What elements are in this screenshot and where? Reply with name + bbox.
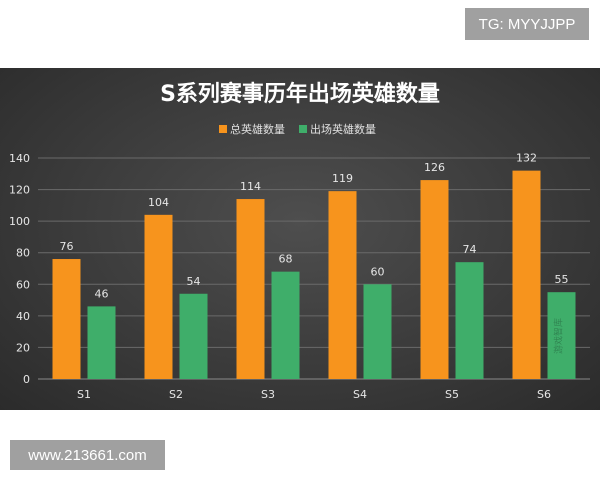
bar-played-s4 xyxy=(363,284,392,379)
bar-played-s2 xyxy=(179,293,208,379)
bar-watermark-stamp: 游戏智库 xyxy=(553,318,565,354)
data-label-played-s2: 54 xyxy=(187,275,201,288)
y-tick-label-140: 140 xyxy=(9,152,30,165)
legend-swatch-1 xyxy=(219,125,227,133)
watermark-bottom: www.213661.com xyxy=(10,440,165,470)
data-label-played-s3: 68 xyxy=(279,253,293,266)
y-tick-label-80: 80 xyxy=(16,247,30,260)
legend-label-2: 出场英雄数量 xyxy=(310,122,376,136)
x-tick-label-s4: S4 xyxy=(353,388,367,401)
y-tick-label-120: 120 xyxy=(9,184,30,197)
watermark-top: TG: MYYJJPP xyxy=(465,8,589,40)
data-label-total-s6: 132 xyxy=(516,152,537,165)
bar-total-s3 xyxy=(236,199,265,379)
data-label-total-s2: 104 xyxy=(148,196,169,209)
legend-swatch-2 xyxy=(299,125,307,133)
data-label-total-s5: 126 xyxy=(424,161,445,174)
y-tick-label-0: 0 xyxy=(23,373,30,386)
bar-total-s1 xyxy=(52,259,81,379)
x-tick-label-s3: S3 xyxy=(261,388,275,401)
x-tick-label-s1: S1 xyxy=(77,388,91,401)
data-label-played-s5: 74 xyxy=(463,243,477,256)
data-label-total-s4: 119 xyxy=(332,172,353,185)
x-tick-label-s2: S2 xyxy=(169,388,183,401)
y-tick-label-60: 60 xyxy=(16,278,30,291)
bar-played-s5 xyxy=(455,262,484,379)
legend-label-1: 总英雄数量 xyxy=(230,122,285,136)
data-label-total-s3: 114 xyxy=(240,180,261,193)
bar-played-s3 xyxy=(271,271,300,379)
y-tick-label-20: 20 xyxy=(16,341,30,354)
chart-title: S系列赛事历年出场英雄数量 xyxy=(160,81,440,107)
data-label-played-s6: 55 xyxy=(555,273,569,286)
bar-total-s5 xyxy=(420,180,449,379)
bar-total-s6 xyxy=(512,170,541,379)
data-label-total-s1: 76 xyxy=(60,240,74,253)
bar-total-s4 xyxy=(328,191,357,379)
y-tick-label-40: 40 xyxy=(16,310,30,323)
bar-played-s1 xyxy=(87,306,116,379)
bar-total-s2 xyxy=(144,214,173,379)
x-tick-label-s6: S6 xyxy=(537,388,551,401)
chart-panel: S系列赛事历年出场英雄数量总英雄数量 出场英雄数量 0 20 40 60 80 100 120 1… xyxy=(0,68,600,410)
x-tick-label-s5: S5 xyxy=(445,388,459,401)
y-tick-label-100: 100 xyxy=(9,215,30,228)
data-label-played-s1: 46 xyxy=(95,287,109,300)
data-label-played-s4: 60 xyxy=(371,265,385,278)
bar-played-s6 xyxy=(547,292,576,379)
